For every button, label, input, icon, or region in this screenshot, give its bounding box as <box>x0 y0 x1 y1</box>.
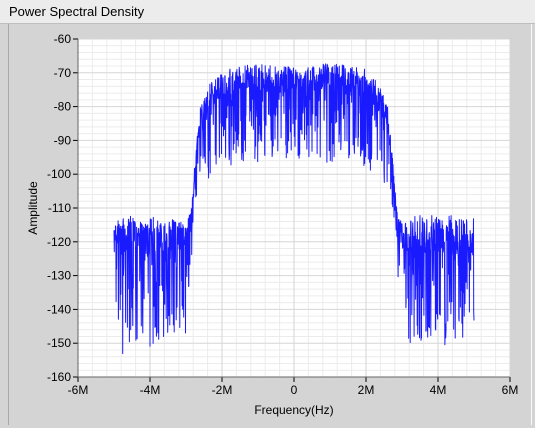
panel-title-bar: Power Spectral Density <box>0 0 535 24</box>
y-tick-label: -120 <box>47 235 71 249</box>
y-tick-label: -80 <box>54 100 72 114</box>
y-tick-label: -70 <box>54 66 72 80</box>
x-tick-label: 4M <box>430 383 447 397</box>
y-tick-label: -150 <box>47 336 71 350</box>
y-tick-label: -160 <box>47 370 71 384</box>
x-tick-label: -4M <box>140 383 161 397</box>
y-axis-title: Amplitude <box>26 181 40 235</box>
y-tick-label: -60 <box>54 32 72 46</box>
series-line <box>113 63 475 355</box>
x-axis-title: Frequency(Hz) <box>254 403 333 417</box>
y-tick-label: -110 <box>48 201 71 215</box>
panel-title: Power Spectral Density <box>9 4 145 19</box>
y-tick-label: -140 <box>47 302 71 316</box>
x-tick-label: -6M <box>68 383 89 397</box>
series-layer <box>113 63 475 355</box>
x-tick-label: 2M <box>358 383 375 397</box>
x-tick-label: -2M <box>212 383 233 397</box>
x-axis: -6M -4M -2M 0 2M 4M 6M <box>68 376 519 397</box>
y-tick-label: -130 <box>47 269 71 283</box>
y-axis: -60 -70 -80 -90 -100 -110 -120 -130 -140 -150 -160 <box>47 32 79 384</box>
y-tick-label: -100 <box>47 167 71 181</box>
y-tick-label: -90 <box>54 133 72 147</box>
x-tick-label: 0 <box>291 383 298 397</box>
x-tick-label: 6M <box>502 383 519 397</box>
